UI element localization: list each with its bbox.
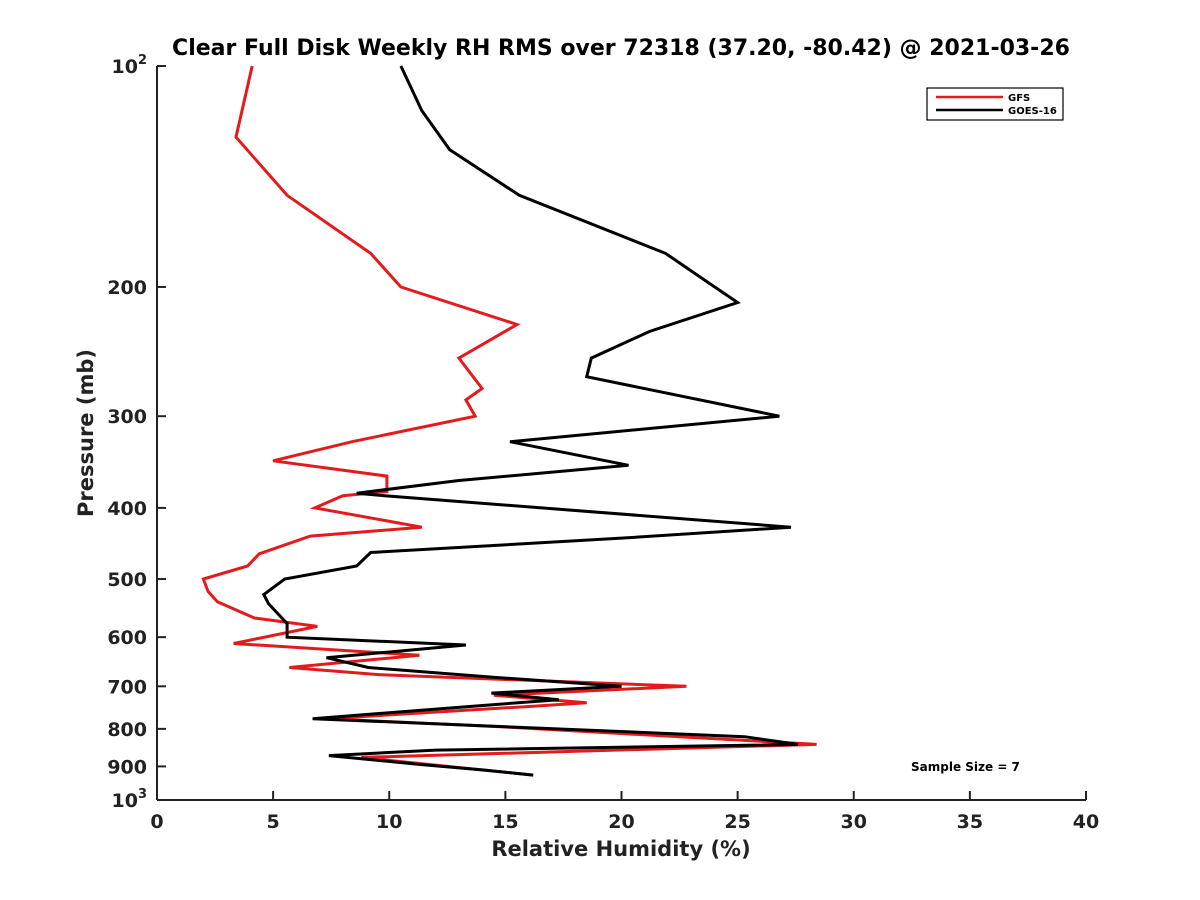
x-tick-label: 15 bbox=[492, 811, 518, 833]
y-axis-title: Pressure (mb) bbox=[74, 349, 98, 517]
legend-label-goes16: GOES-16 bbox=[1008, 106, 1057, 117]
y-tick-label: 500 bbox=[107, 569, 147, 591]
x-tick-label: 5 bbox=[267, 811, 280, 833]
y-tick-label: 200 bbox=[107, 277, 147, 299]
y-tick-label: 700 bbox=[107, 676, 147, 698]
legend: GFS GOES-16 bbox=[926, 87, 1064, 121]
y-tick-label: 800 bbox=[107, 719, 147, 741]
x-tick-label: 20 bbox=[608, 811, 634, 833]
x-tick-label: 25 bbox=[724, 811, 750, 833]
y-tick-label: 300 bbox=[107, 406, 147, 428]
x-tick-label: 10 bbox=[376, 811, 402, 833]
x-tick-label: 30 bbox=[841, 811, 867, 833]
series-line-gfs bbox=[201, 65, 817, 777]
series-line-goes16 bbox=[261, 65, 799, 777]
x-ticks: 0 5 10 15 20 25 30 35 40 bbox=[150, 791, 1099, 833]
x-tick-label: 0 bbox=[150, 811, 163, 833]
y-tick-label: 102 bbox=[112, 53, 148, 78]
sample-size-annotation: Sample Size = 7 bbox=[911, 760, 1020, 774]
x-tick-label: 40 bbox=[1073, 811, 1099, 833]
y-tick-label: 600 bbox=[107, 627, 147, 649]
legend-box bbox=[926, 87, 1064, 121]
y-tick-label: 400 bbox=[107, 498, 147, 520]
x-tick-label: 35 bbox=[957, 811, 983, 833]
series-layer bbox=[201, 65, 817, 777]
legend-label-gfs: GFS bbox=[1008, 93, 1030, 104]
chart-title: Clear Full Disk Weekly RH RMS over 72318… bbox=[172, 36, 1070, 61]
x-axis-title: Relative Humidity (%) bbox=[491, 837, 750, 861]
y-tick-label: 900 bbox=[107, 756, 147, 778]
